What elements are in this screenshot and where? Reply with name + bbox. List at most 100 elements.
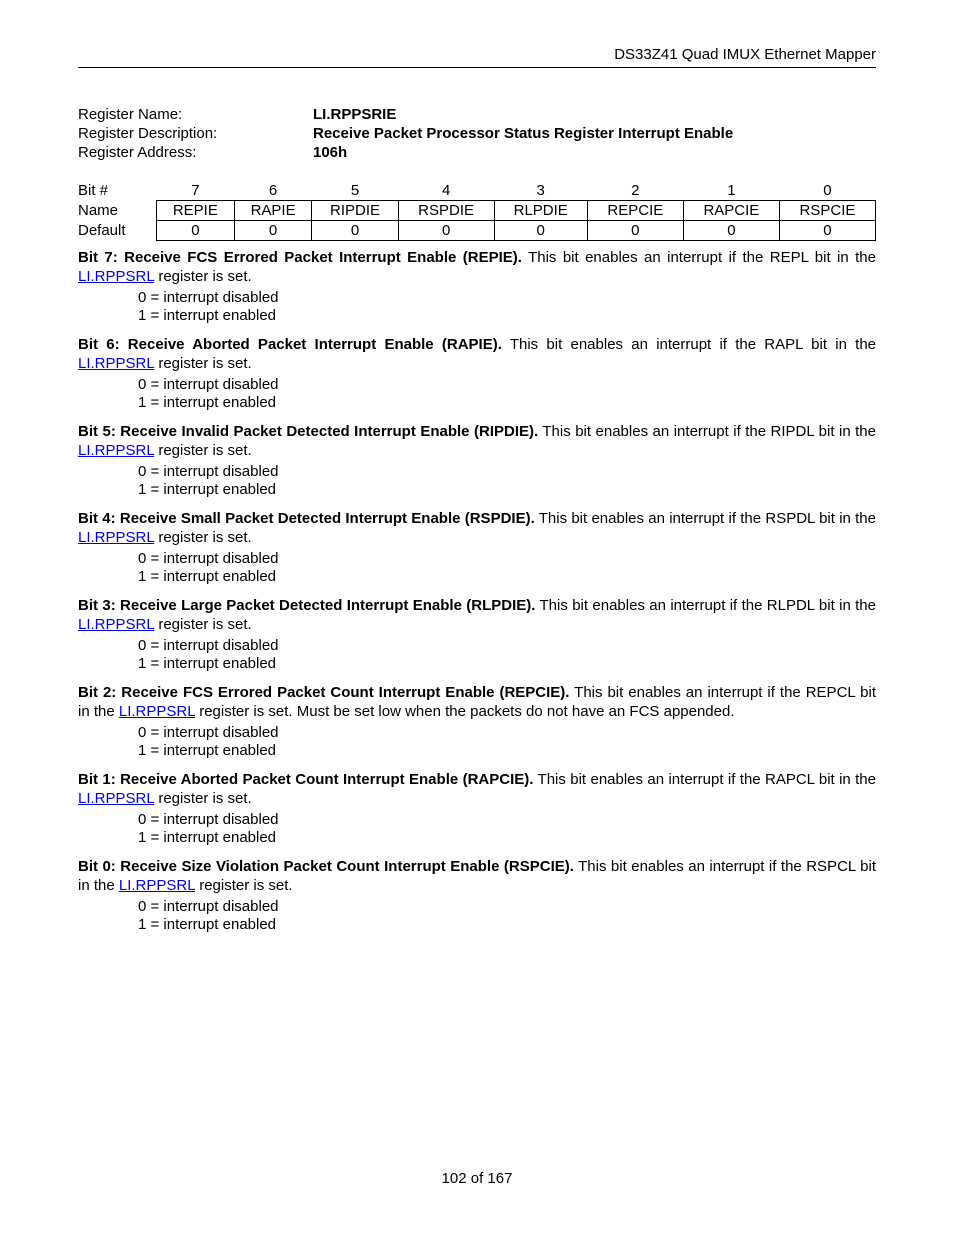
value-line: 1 = interrupt enabled <box>138 829 876 848</box>
bit1-desc: Bit 1: Receive Aborted Packet Count Inte… <box>78 771 876 809</box>
bit-num-cell: 2 <box>587 181 683 201</box>
value-line: 0 = interrupt disabled <box>138 811 876 830</box>
value-line: 0 = interrupt disabled <box>138 463 876 482</box>
bit4-desc: Bit 4: Receive Small Packet Detected Int… <box>78 510 876 548</box>
bit-default-cell: 0 <box>312 221 398 241</box>
register-name-label: Register Name: <box>78 106 313 123</box>
value-line: 0 = interrupt disabled <box>138 637 876 656</box>
bit-default-row: Default 0 0 0 0 0 0 0 0 <box>78 221 876 241</box>
bit-default-cell: 0 <box>779 221 875 241</box>
bit-row-label: Bit # <box>78 181 157 201</box>
bit-num-cell: 4 <box>398 181 494 201</box>
bit6-values: 0 = interrupt disabled 1 = interrupt ena… <box>138 376 876 414</box>
bit3-body-pre: This bit enables an interrupt if the RLP… <box>535 597 876 614</box>
bit-name-cell: RAPIE <box>234 201 312 221</box>
bit-name-cell: RIPDIE <box>312 201 398 221</box>
bit-number-row: Bit # 7 6 5 4 3 2 1 0 <box>78 181 876 201</box>
value-line: 1 = interrupt enabled <box>138 481 876 500</box>
register-link[interactable]: LI.RPPSRL <box>78 355 154 372</box>
register-name-value: LI.RPPSRIE <box>313 106 876 123</box>
document-title: DS33Z41 Quad IMUX Ethernet Mapper <box>78 46 876 63</box>
bit-default-cell: 0 <box>398 221 494 241</box>
bit4-body-pre: This bit enables an interrupt if the RSP… <box>535 510 876 527</box>
bit-table: Bit # 7 6 5 4 3 2 1 0 Name REPIE RAPIE R… <box>78 181 876 241</box>
bit7-body-post: register is set. <box>154 268 252 285</box>
value-line: 1 = interrupt enabled <box>138 568 876 587</box>
value-line: 0 = interrupt disabled <box>138 550 876 569</box>
bit2-body-post: register is set. Must be set low when th… <box>195 703 734 720</box>
bit-num-cell: 1 <box>683 181 779 201</box>
value-line: 0 = interrupt disabled <box>138 376 876 395</box>
bit2-desc: Bit 2: Receive FCS Errored Packet Count … <box>78 684 876 722</box>
bit5-values: 0 = interrupt disabled 1 = interrupt ena… <box>138 463 876 501</box>
register-link[interactable]: LI.RPPSRL <box>78 442 154 459</box>
page-number: 102 of 167 <box>0 1170 954 1187</box>
bit-num-cell: 6 <box>234 181 312 201</box>
value-line: 1 = interrupt enabled <box>138 655 876 674</box>
register-link[interactable]: LI.RPPSRL <box>119 877 195 894</box>
register-link[interactable]: LI.RPPSRL <box>78 268 154 285</box>
bit2-values: 0 = interrupt disabled 1 = interrupt ena… <box>138 724 876 762</box>
bit1-body-post: register is set. <box>154 790 252 807</box>
bit-num-cell: 7 <box>157 181 235 201</box>
bit7-values: 0 = interrupt disabled 1 = interrupt ena… <box>138 289 876 327</box>
bit5-title: Bit 5: Receive Invalid Packet Detected I… <box>78 423 538 440</box>
bit4-title: Bit 4: Receive Small Packet Detected Int… <box>78 510 535 527</box>
bit-default-cell: 0 <box>683 221 779 241</box>
bit0-body-post: register is set. <box>195 877 293 894</box>
bit7-title: Bit 7: Receive FCS Errored Packet Interr… <box>78 249 522 266</box>
name-row-label: Name <box>78 201 157 221</box>
bit0-values: 0 = interrupt disabled 1 = interrupt ena… <box>138 898 876 936</box>
register-desc-label: Register Description: <box>78 125 313 142</box>
register-addr-value: 106h <box>313 144 876 161</box>
bit2-title: Bit 2: Receive FCS Errored Packet Count … <box>78 684 569 701</box>
value-line: 1 = interrupt enabled <box>138 742 876 761</box>
bit3-desc: Bit 3: Receive Large Packet Detected Int… <box>78 597 876 635</box>
bit1-body-pre: This bit enables an interrupt if the RAP… <box>533 771 876 788</box>
bit-num-cell: 0 <box>779 181 875 201</box>
bit1-values: 0 = interrupt disabled 1 = interrupt ena… <box>138 811 876 849</box>
bit6-desc: Bit 6: Receive Aborted Packet Interrupt … <box>78 336 876 374</box>
bit4-values: 0 = interrupt disabled 1 = interrupt ena… <box>138 550 876 588</box>
bit-default-cell: 0 <box>234 221 312 241</box>
bit3-body-post: register is set. <box>154 616 252 633</box>
register-link[interactable]: LI.RPPSRL <box>78 529 154 546</box>
bit-num-cell: 3 <box>494 181 587 201</box>
bit7-desc: Bit 7: Receive FCS Errored Packet Interr… <box>78 249 876 287</box>
bit6-body-pre: This bit enables an interrupt if the RAP… <box>502 336 876 353</box>
bit6-body-post: register is set. <box>154 355 252 372</box>
value-line: 1 = interrupt enabled <box>138 394 876 413</box>
value-line: 1 = interrupt enabled <box>138 916 876 935</box>
bit-name-cell: RAPCIE <box>683 201 779 221</box>
bit-name-cell: RSPDIE <box>398 201 494 221</box>
bit-default-cell: 0 <box>157 221 235 241</box>
bit3-values: 0 = interrupt disabled 1 = interrupt ena… <box>138 637 876 675</box>
register-addr-label: Register Address: <box>78 144 313 161</box>
bit7-body-pre: This bit enables an interrupt if the REP… <box>522 249 876 266</box>
value-line: 1 = interrupt enabled <box>138 307 876 326</box>
bit0-desc: Bit 0: Receive Size Violation Packet Cou… <box>78 858 876 896</box>
value-line: 0 = interrupt disabled <box>138 898 876 917</box>
value-line: 0 = interrupt disabled <box>138 289 876 308</box>
register-desc-value: Receive Packet Processor Status Register… <box>313 125 876 142</box>
bit-num-cell: 5 <box>312 181 398 201</box>
bit5-body-pre: This bit enables an interrupt if the RIP… <box>538 423 876 440</box>
bit-name-cell: RSPCIE <box>779 201 875 221</box>
bit6-title: Bit 6: Receive Aborted Packet Interrupt … <box>78 336 502 353</box>
bit1-title: Bit 1: Receive Aborted Packet Count Inte… <box>78 771 533 788</box>
bit5-desc: Bit 5: Receive Invalid Packet Detected I… <box>78 423 876 461</box>
register-metadata: Register Name: LI.RPPSRIE Register Descr… <box>78 106 876 161</box>
bit-default-cell: 0 <box>587 221 683 241</box>
bit0-title: Bit 0: Receive Size Violation Packet Cou… <box>78 858 574 875</box>
bit5-body-post: register is set. <box>154 442 252 459</box>
page: DS33Z41 Quad IMUX Ethernet Mapper Regist… <box>0 0 954 1235</box>
bit4-body-post: register is set. <box>154 529 252 546</box>
bit3-title: Bit 3: Receive Large Packet Detected Int… <box>78 597 535 614</box>
default-row-label: Default <box>78 221 157 241</box>
bit-name-cell: REPIE <box>157 201 235 221</box>
register-link[interactable]: LI.RPPSRL <box>119 703 195 720</box>
register-link[interactable]: LI.RPPSRL <box>78 790 154 807</box>
register-link[interactable]: LI.RPPSRL <box>78 616 154 633</box>
bit-name-row: Name REPIE RAPIE RIPDIE RSPDIE RLPDIE RE… <box>78 201 876 221</box>
header-rule <box>78 67 876 68</box>
